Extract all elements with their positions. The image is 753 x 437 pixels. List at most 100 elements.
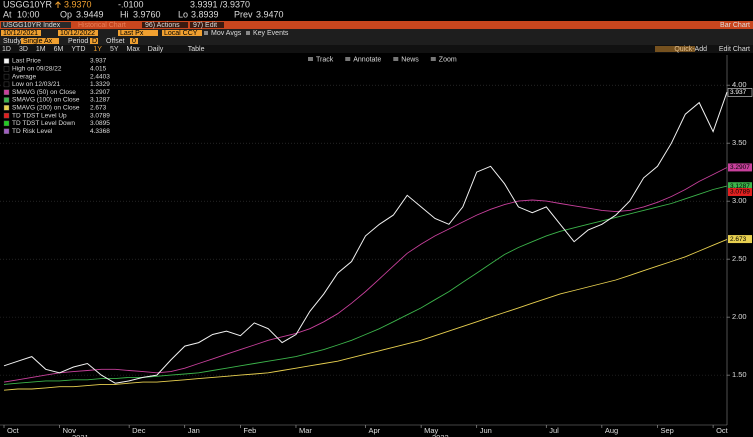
legend-label: TD TDST Level Down [12,120,75,127]
value-tag [728,235,752,244]
end-date[interactable]: 10/12/2022 [60,30,95,37]
legend-value: 3.0895 [90,120,110,127]
range-button[interactable]: YTD [71,46,85,53]
actions-button[interactable] [142,22,188,28]
security[interactable]: USGG10YR Index [3,22,61,29]
legend-value: 2.4403 [90,73,110,80]
end-date-box[interactable] [58,30,98,36]
time-label: At [3,9,12,19]
offset-box[interactable] [130,38,138,44]
range-buttons: 1D 3D 1M 6M YTD 1Y 5Y Max Daily Table [2,46,205,53]
key-events-checkbox[interactable] [246,31,250,35]
key-events[interactable]: Key Events [253,30,289,37]
bid-ask: 3.9391 /3.9370 [190,0,250,9]
period-box[interactable] [90,38,98,44]
y-tick-label: 4.00 [732,80,747,89]
legend-bg [2,56,112,140]
chart-tool[interactable]: Zoom [439,56,457,63]
net-change: -.0100 [118,0,144,9]
legend-label: SMAVG (200) on Close [12,105,80,112]
mov-avgs[interactable]: Mov Avgs [211,30,242,37]
legend-swatch [3,58,10,64]
range-button[interactable]: 3D [19,46,28,53]
function-bar [0,21,753,29]
y-tick-label: 2.50 [732,254,747,263]
study: Study [3,38,21,45]
range-button[interactable]: 6M [54,46,64,53]
field[interactable]: Last Px [120,30,144,37]
tool-icon[interactable] [345,57,351,61]
tool-icon[interactable] [430,57,436,61]
y-tick-label: 2.00 [732,312,747,321]
x-tick-label: Aug [605,426,618,435]
quick-add[interactable]: Quick-Add [674,46,707,53]
tool-icon[interactable] [393,57,399,61]
legend-label: SMAVG (50) on Close [12,89,76,96]
chart-tool[interactable]: Annotate [353,56,381,63]
edit-button[interactable] [190,22,224,28]
actions[interactable]: 96) Actions [145,22,180,29]
year-label: 2022 [432,433,449,437]
legend-value: 3.2907 [90,89,110,96]
range-button[interactable]: 1Y [93,46,102,53]
legend-value: 4.3368 [90,128,110,135]
legend-label: TD Risk Level [12,128,53,135]
legend-swatch [3,112,10,119]
range-button[interactable]: 1D [2,46,11,53]
field-box[interactable] [118,30,158,36]
tool-icon[interactable] [308,57,313,61]
range-button[interactable]: 5Y [110,46,119,53]
prev-label: Prev [234,9,253,19]
chart-type: Bar Chart [720,22,750,29]
table-button[interactable]: Table [188,46,205,53]
mov-avgs-checkbox[interactable] [204,31,208,35]
high-label: Hi [120,9,129,19]
time: 10:00 [17,9,40,19]
offset[interactable]: 0 [132,38,136,45]
currency[interactable]: Local CCY [164,30,198,37]
legend: Last Price 3.937 High on 09/28/22 4.015 Aver… [2,56,112,140]
plot-area: Track Annotate News Zoom 1.50 2.00 2.50 3.00 3.5… [0,55,753,437]
frequency[interactable]: Daily [148,46,164,53]
chart-tool[interactable]: News [401,56,419,63]
year-label: 2021 [72,433,89,437]
study-bar [0,37,753,45]
legend-value: 3.1287 [90,97,110,104]
ticker: USGG10YR [3,0,53,9]
chart-tool[interactable]: Track [316,56,334,63]
legend-swatch [3,97,10,103]
open: 3.9449 [76,9,104,19]
legend-label: High on 09/28/22 [12,66,62,73]
legend-swatch [3,73,10,80]
edit[interactable]: 97) Edit [193,22,217,29]
value-tag [728,182,752,191]
up-arrow [55,1,61,8]
security-box[interactable] [1,22,71,28]
legend-value: 3.0789 [90,112,110,119]
y-tick-label: 1.50 [732,370,747,379]
start-date-box[interactable] [1,30,41,36]
period-label: Period [68,38,88,45]
period[interactable]: D [92,38,97,45]
x-tick-label: Oct [716,426,729,435]
edit-chart[interactable]: Edit Chart [719,46,750,53]
moving-average [3,238,728,391]
quote-bar [0,0,753,10]
settings-bar [0,29,753,37]
quick-add-box[interactable] [655,46,695,52]
currency-box[interactable] [162,30,202,36]
range-button[interactable]: 1M [36,46,46,53]
value-tag-label: 3.0789 [730,189,750,196]
start-date[interactable]: 10/12/2021 [3,30,38,37]
legend-label: Average [12,73,36,80]
x-tick-label: Apr [369,426,381,435]
function-title: Historical Chart [78,22,126,29]
y-tick-label: 3.50 [732,138,747,147]
legend-swatch [3,128,10,134]
legend-label: SMAVG (100) on Close [12,97,80,104]
axis-mode-box[interactable] [21,38,59,44]
range-button[interactable]: Max [127,46,141,53]
axis-mode[interactable]: Single Ax [23,38,53,45]
value-tag-label: 2.673 [730,236,747,243]
